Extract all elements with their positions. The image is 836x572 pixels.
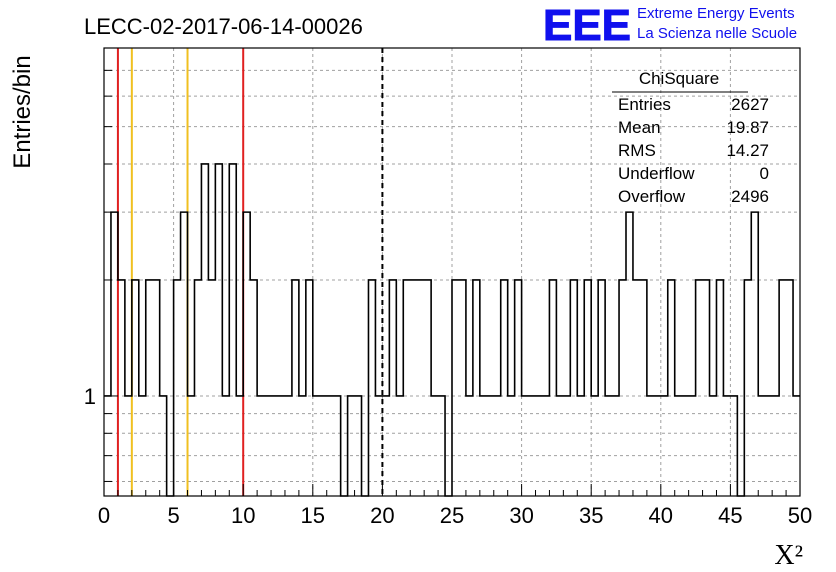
x-tick-label: 30 bbox=[509, 503, 533, 528]
logo-mark: EEE bbox=[543, 1, 631, 50]
x-tick-label: 15 bbox=[301, 503, 325, 528]
x-tick-label: 45 bbox=[718, 503, 742, 528]
stats-row-value: 2627 bbox=[731, 95, 769, 114]
stats-row-label: RMS bbox=[618, 141, 656, 160]
chart-title: LECC-02-2017-06-14-00026 bbox=[84, 14, 363, 39]
axes: 0 5 10 15 20 25 30 35 40 45 50 1 bbox=[84, 69, 812, 528]
stats-row-label: Mean bbox=[618, 118, 661, 137]
x-tick-label: 50 bbox=[788, 503, 812, 528]
histogram bbox=[104, 163, 800, 497]
x-tick-label: 5 bbox=[167, 503, 179, 528]
y-tick-label: 1 bbox=[84, 384, 96, 409]
stats-row-value: 2496 bbox=[731, 187, 769, 206]
x-tick-label: 25 bbox=[440, 503, 464, 528]
stats-row-value: 19.87 bbox=[726, 118, 769, 137]
stats-title: ChiSquare bbox=[639, 69, 719, 88]
y-axis-label: Entries/bin bbox=[9, 55, 36, 168]
x-tick-label: 40 bbox=[649, 503, 673, 528]
stats-rows: Entries 2627 Mean 19.87 RMS 14.27 Underflow 0 Ov… bbox=[618, 95, 769, 206]
x-tick-label: 35 bbox=[579, 503, 603, 528]
eee-logo: EEE Extreme Energy Events La Scienza nel… bbox=[543, 1, 798, 51]
stats-row-label: Underflow bbox=[618, 164, 695, 183]
logo-line1: Extreme Energy Events bbox=[637, 5, 795, 22]
stats-row-value: 0 bbox=[760, 164, 769, 183]
x-tick-label: 10 bbox=[231, 503, 255, 528]
x-tick-label: 0 bbox=[98, 503, 110, 528]
plot-frame bbox=[103, 47, 801, 497]
x-tick-label: 20 bbox=[370, 503, 394, 528]
logo-line2: La Scienza nelle Scuole bbox=[637, 25, 797, 42]
stats-row-value: 14.27 bbox=[726, 141, 769, 160]
histogram-line bbox=[104, 163, 800, 497]
stats-row-label: Entries bbox=[618, 95, 671, 114]
stats-box: ChiSquare Entries 2627 Mean 19.87 RMS 14.27 Un… bbox=[612, 69, 769, 206]
stats-row-label: Overflow bbox=[618, 187, 686, 206]
x-axis-label: X² bbox=[774, 540, 803, 571]
